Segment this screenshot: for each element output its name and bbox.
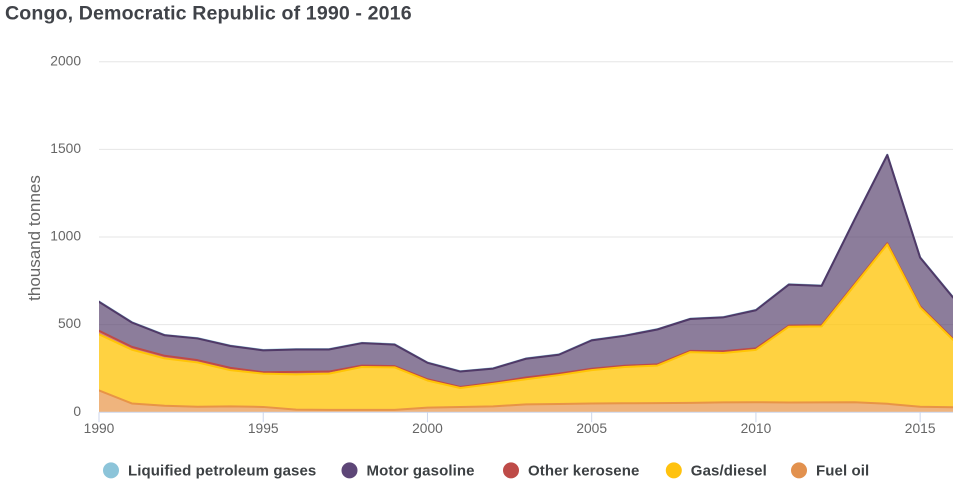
svg-text:500: 500 [58, 316, 81, 331]
svg-text:2010: 2010 [741, 421, 772, 436]
svg-text:1990: 1990 [84, 421, 115, 436]
svg-text:Fuel oil: Fuel oil [816, 463, 869, 480]
svg-text:Liquified petroleum gases: Liquified petroleum gases [128, 463, 316, 480]
svg-text:2000: 2000 [412, 421, 443, 436]
svg-text:2000: 2000 [50, 53, 81, 68]
svg-text:2015: 2015 [905, 421, 936, 436]
svg-text:0: 0 [73, 404, 81, 419]
svg-text:1000: 1000 [50, 229, 81, 244]
svg-text:2005: 2005 [576, 421, 607, 436]
svg-text:Gas/diesel: Gas/diesel [691, 463, 767, 480]
svg-text:1995: 1995 [248, 421, 279, 436]
svg-text:Motor gasoline: Motor gasoline [367, 463, 475, 480]
svg-text:Congo, Democratic Republic of: Congo, Democratic Republic of 1990 - 201… [5, 3, 412, 25]
svg-text:Other kerosene: Other kerosene [528, 463, 639, 480]
svg-text:1500: 1500 [50, 141, 81, 156]
svg-text:thousand tonnes: thousand tonnes [25, 175, 44, 301]
